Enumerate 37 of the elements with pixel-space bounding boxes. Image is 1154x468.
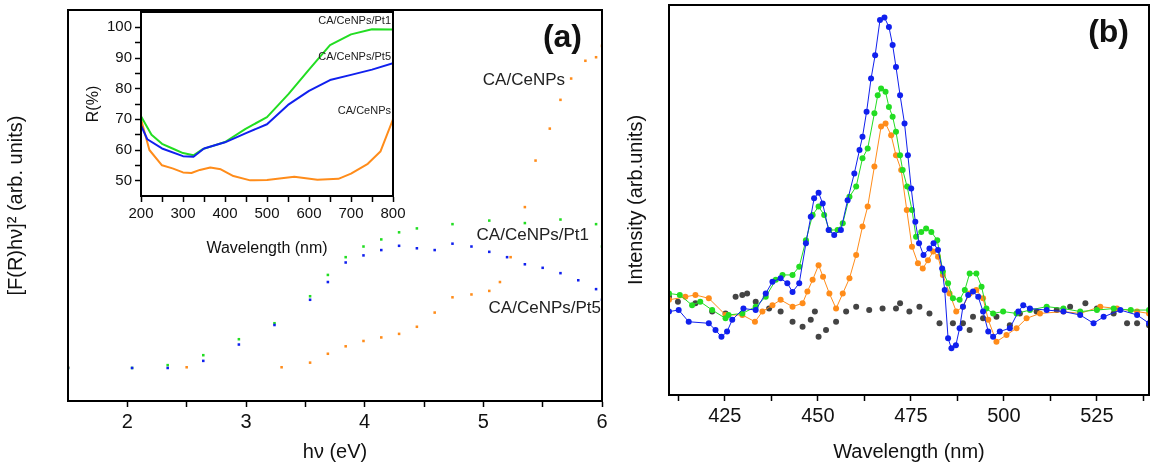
x-tick-label: 500 bbox=[254, 204, 280, 222]
x-tick-label: 800 bbox=[380, 204, 406, 222]
x-tick-label: 200 bbox=[128, 204, 154, 222]
x-tick-label: 2 bbox=[121, 409, 133, 432]
x-axis-title: Wavelength (nm) bbox=[206, 238, 328, 256]
x-tick-label: 425 bbox=[708, 403, 742, 426]
x-tick-label: 6 bbox=[596, 409, 608, 432]
x-tick-label: 4 bbox=[359, 409, 371, 432]
x-axis-title: hν (eV) bbox=[302, 439, 368, 462]
y-tick-label: 60 bbox=[115, 140, 132, 158]
x-tick-label: 450 bbox=[801, 403, 835, 426]
y-tick-label: 80 bbox=[115, 78, 132, 96]
y-tick-label: 100 bbox=[106, 17, 132, 35]
annotation: (b) bbox=[1088, 12, 1129, 49]
x-tick-label: 500 bbox=[987, 403, 1021, 426]
x-tick-label: 600 bbox=[296, 204, 322, 222]
series-label: CA/CeNPs/Pt1 bbox=[476, 225, 589, 245]
series-label: CA/CeNPs/Pt1 bbox=[318, 13, 391, 26]
y-axis-title: Intensity (arb.units) bbox=[623, 114, 646, 286]
x-tick-label: 5 bbox=[477, 409, 489, 432]
x-tick-label: 400 bbox=[212, 204, 238, 222]
y-tick-label: 50 bbox=[115, 170, 132, 188]
series-label: CA/CeNPs bbox=[337, 104, 392, 117]
series-label: CA/CeNPs bbox=[482, 69, 565, 89]
x-tick-label: 525 bbox=[1080, 403, 1114, 426]
y-axis-title: R(%) bbox=[84, 85, 102, 123]
annotation: (a) bbox=[542, 17, 582, 54]
y-tick-label: 90 bbox=[115, 48, 132, 66]
x-tick-label: 300 bbox=[170, 204, 196, 222]
y-tick-label: 70 bbox=[115, 109, 132, 127]
x-axis-title: Wavelength (nm) bbox=[833, 439, 985, 462]
x-tick-label: 475 bbox=[894, 403, 928, 426]
x-tick-label: 3 bbox=[240, 409, 252, 432]
series-label: CA/CeNPs/Pt5 bbox=[318, 50, 391, 63]
x-tick-label: 700 bbox=[338, 204, 364, 222]
series-label: CA/CeNPs/Pt5 bbox=[488, 298, 601, 318]
y-axis-title: [F(R)hν]² (arb. units) bbox=[3, 115, 26, 296]
